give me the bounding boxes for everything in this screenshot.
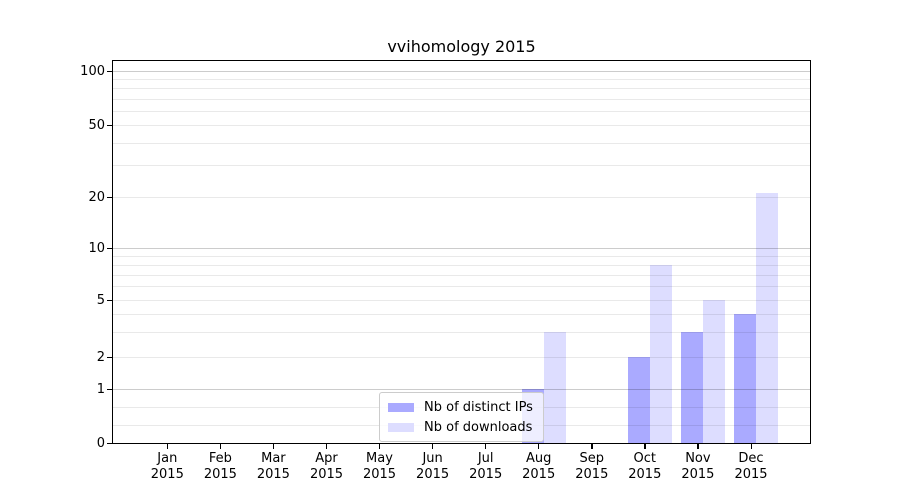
gridline-1	[113, 389, 810, 390]
gridline-70	[113, 98, 810, 100]
x-tick-mark-apr	[326, 444, 328, 449]
x-tick-mark-may	[379, 444, 381, 449]
y-tick-label-5: 5	[96, 292, 105, 308]
bar-nov-distinct-ips	[680, 331, 703, 443]
x-tick-year: 2015	[203, 467, 237, 482]
y-tick-label-1: 1	[96, 381, 105, 397]
x-tick-label-dec: Dec 2015	[719, 451, 783, 483]
gridline-90	[113, 79, 810, 81]
x-tick-year: 2015	[628, 467, 662, 482]
x-tick-label-jun: Jun 2015	[401, 451, 465, 483]
legend: Nb of distinct IPs Nb of downloads	[379, 392, 544, 442]
x-tick-year: 2015	[309, 467, 344, 482]
legend-label: Nb of distinct IPs	[424, 399, 533, 415]
x-tick-year: 2015	[150, 467, 184, 482]
gridline-80	[113, 88, 810, 90]
y-tick-label-100: 100	[80, 63, 105, 79]
y-tick-label-50: 50	[88, 117, 105, 133]
x-tick-mark-sep	[591, 444, 593, 449]
x-tick-label-apr: Apr 2015	[295, 451, 359, 483]
legend-swatch-icon	[388, 422, 414, 432]
x-tick-label-jan: Jan 2015	[135, 451, 199, 483]
x-tick-year: 2015	[734, 467, 768, 482]
x-tick-label-jul: Jul 2015	[454, 451, 518, 483]
gridline-3	[113, 331, 810, 333]
gridline-10	[113, 248, 810, 249]
y-tick-mark-20	[107, 196, 112, 198]
y-tick-mark-10	[107, 247, 112, 249]
legend-row-0: Nb of distinct IPs	[388, 397, 535, 417]
legend-label: Nb of downloads	[424, 419, 533, 435]
gridline-6	[113, 286, 810, 288]
y-tick-label-0: 0	[96, 435, 105, 451]
gridline-40	[113, 142, 810, 144]
x-tick-mark-aug	[538, 444, 540, 449]
gridline-60	[113, 110, 810, 112]
x-tick-mark-jan	[166, 444, 169, 449]
y-tick-label-20: 20	[88, 189, 105, 205]
chart-title: vvihomology 2015	[387, 37, 536, 56]
x-tick-year: 2015	[469, 467, 503, 482]
plot-area: Nb of distinct IPs Nb of downloads	[112, 60, 811, 444]
gridline-2	[113, 357, 810, 358]
x-tick-year: 2015	[575, 467, 609, 482]
gridline-9	[113, 255, 810, 257]
x-tick-mark-mar	[272, 444, 275, 449]
gridline-20	[113, 197, 810, 198]
y-tick-mark-2	[107, 356, 112, 358]
y-tick-label-10: 10	[88, 240, 105, 256]
x-tick-mark-nov	[697, 444, 699, 449]
x-tick-mark-dec	[750, 444, 752, 449]
x-tick-mark-jun	[432, 444, 434, 449]
y-tick-mark-50	[107, 124, 112, 126]
y-tick-mark-100	[107, 70, 112, 72]
gridline-7	[113, 274, 810, 276]
y-tick-mark-1	[107, 388, 112, 390]
bar-oct-downloads	[649, 264, 672, 443]
x-tick-mark-jul	[485, 444, 487, 449]
gridline-100	[113, 71, 810, 72]
x-tick-label-feb: Feb 2015	[188, 451, 252, 483]
bar-oct-distinct-ips	[627, 357, 650, 443]
x-tick-label-sep: Sep 2015	[560, 451, 624, 483]
gridline-8	[113, 264, 810, 266]
bar-dec-distinct-ips	[734, 313, 756, 443]
x-tick-year: 2015	[416, 467, 450, 482]
y-tick-mark-0	[107, 442, 112, 444]
x-tick-label-may: May 2015	[348, 451, 412, 483]
x-tick-label-nov: Nov 2015	[666, 451, 730, 483]
legend-row-1: Nb of downloads	[388, 417, 535, 437]
bar-dec-downloads	[756, 193, 778, 443]
x-tick-year: 2015	[681, 467, 715, 482]
x-tick-year: 2015	[256, 467, 290, 482]
x-tick-label-oct: Oct 2015	[613, 451, 677, 483]
gridline-4	[113, 313, 810, 315]
x-tick-label-aug: Aug 2015	[507, 451, 571, 483]
gridline-5	[113, 300, 810, 301]
bar-aug-downloads	[543, 331, 566, 443]
gridline-50	[113, 125, 810, 126]
gridline-30	[113, 165, 810, 167]
y-tick-mark-5	[107, 299, 112, 301]
legend-swatch-icon	[388, 402, 414, 412]
y-tick-label-2: 2	[96, 349, 105, 365]
x-tick-year: 2015	[522, 467, 556, 482]
x-tick-mark-feb	[219, 444, 222, 449]
bar-nov-downloads	[702, 300, 725, 443]
x-tick-mark-oct	[644, 444, 646, 449]
x-tick-label-mar: Mar 2015	[241, 451, 305, 483]
x-tick-year: 2015	[362, 467, 397, 482]
